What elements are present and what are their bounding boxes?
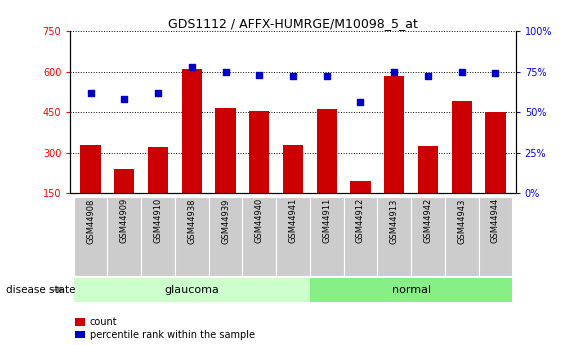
Bar: [316, 109, 337, 193]
Text: GSM44942: GSM44942: [424, 198, 432, 244]
Text: GSM44940: GSM44940: [255, 198, 264, 244]
Bar: [445, 197, 479, 276]
Text: GSM44944: GSM44944: [491, 198, 500, 244]
Point: [390, 69, 399, 74]
Text: normal: normal: [391, 285, 431, 295]
Point: [254, 72, 264, 78]
Text: GSM44911: GSM44911: [322, 198, 331, 244]
Text: GSM44939: GSM44939: [221, 198, 230, 244]
Text: GSM44910: GSM44910: [154, 198, 162, 244]
Point: [187, 64, 196, 69]
Point: [86, 90, 96, 96]
Point: [490, 70, 500, 76]
Bar: [216, 108, 236, 193]
Bar: [418, 146, 438, 193]
Bar: [148, 147, 168, 193]
Bar: [74, 278, 310, 302]
Bar: [310, 197, 343, 276]
Bar: [479, 197, 512, 276]
Bar: [350, 181, 370, 193]
Text: GSM44938: GSM44938: [188, 198, 196, 244]
Bar: [107, 197, 141, 276]
Point: [322, 74, 332, 79]
Bar: [80, 145, 101, 193]
Bar: [411, 197, 445, 276]
Point: [356, 100, 365, 105]
Bar: [384, 76, 404, 193]
Bar: [377, 197, 411, 276]
Text: GSM44943: GSM44943: [457, 198, 466, 244]
Bar: [182, 69, 202, 193]
Bar: [175, 197, 209, 276]
Bar: [276, 197, 310, 276]
Text: GSM44909: GSM44909: [120, 198, 129, 244]
Point: [221, 69, 230, 74]
Bar: [485, 112, 506, 193]
Bar: [243, 197, 276, 276]
Legend: count, percentile rank within the sample: count, percentile rank within the sample: [75, 317, 255, 340]
Point: [423, 74, 432, 79]
Bar: [283, 145, 303, 193]
Bar: [114, 169, 134, 193]
Point: [154, 90, 163, 96]
Point: [288, 74, 298, 79]
Bar: [452, 101, 472, 193]
Point: [457, 69, 466, 74]
Point: [120, 96, 129, 102]
Bar: [209, 197, 243, 276]
Text: disease state: disease state: [6, 285, 76, 295]
Bar: [343, 197, 377, 276]
Text: GSM44913: GSM44913: [390, 198, 398, 244]
Bar: [310, 278, 512, 302]
Text: GSM44908: GSM44908: [86, 198, 95, 244]
Bar: [74, 197, 107, 276]
Text: GSM44912: GSM44912: [356, 198, 365, 244]
Bar: [249, 111, 270, 193]
Text: glaucoma: glaucoma: [164, 285, 219, 295]
Bar: [141, 197, 175, 276]
Title: GDS1112 / AFFX-HUMRGE/M10098_5_at: GDS1112 / AFFX-HUMRGE/M10098_5_at: [168, 17, 418, 30]
Text: GSM44941: GSM44941: [288, 198, 298, 244]
